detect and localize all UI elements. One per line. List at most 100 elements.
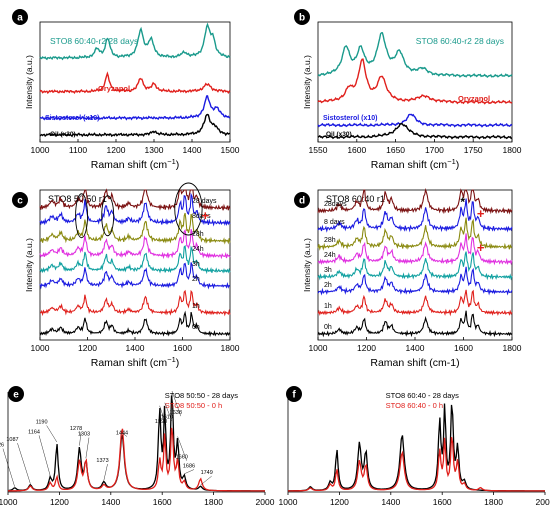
peak-leader bbox=[159, 405, 167, 426]
series-line bbox=[39, 262, 231, 290]
peak-label: 1303 bbox=[78, 432, 90, 438]
x-tick-label: 1600 bbox=[173, 343, 192, 353]
series-line bbox=[39, 244, 231, 275]
peak-leader bbox=[184, 469, 195, 474]
series-label: 1h bbox=[324, 303, 332, 310]
x-tick-label: 1200 bbox=[50, 497, 69, 507]
panel-badge bbox=[8, 386, 24, 402]
panel-badge bbox=[294, 9, 310, 25]
series-label: Oil (x30) bbox=[326, 131, 352, 138]
series-label: 24h bbox=[324, 252, 336, 259]
x-tick-label: 1200 bbox=[78, 343, 97, 353]
x-tick-label: 1400 bbox=[381, 497, 400, 507]
panel-b: 1550 1600 1650 1700 1750 1800 Raman shift (cm−… bbox=[294, 9, 522, 171]
series-label: 28h bbox=[192, 231, 204, 238]
panel-letter: f bbox=[292, 390, 296, 401]
x-tick-label: 1200 bbox=[107, 145, 126, 155]
y-axis-label: Intensity (a.u.) bbox=[302, 238, 312, 292]
series-label: 28h bbox=[324, 237, 336, 244]
series-line bbox=[317, 187, 513, 215]
peak-leader bbox=[200, 475, 212, 486]
series-line bbox=[317, 266, 513, 296]
series-label: STO8 60:40-r2 28 days bbox=[50, 36, 138, 46]
panel-title: STO8 60:40 r1 bbox=[326, 194, 385, 204]
peak-leader bbox=[177, 436, 187, 461]
series-line bbox=[317, 122, 513, 140]
x-tick-label: 1400 bbox=[183, 145, 202, 155]
series-line bbox=[39, 71, 231, 94]
series-label: Oil (x30) bbox=[50, 131, 76, 138]
legend-entry: STO8 50:50 - 0 h bbox=[165, 401, 222, 410]
legend-entry: STO8 60:40 - 0 h bbox=[386, 401, 443, 410]
peak-label: 1026 bbox=[0, 443, 4, 449]
series-label: 28 days bbox=[192, 198, 217, 205]
panel-letter: a bbox=[17, 13, 23, 24]
y-axis-label: Intensity (a.u.) bbox=[24, 55, 34, 109]
x-tick-label: 1650 bbox=[386, 145, 405, 155]
series-line bbox=[317, 198, 513, 233]
peak-label: 1749 bbox=[201, 470, 213, 476]
star-marker: * bbox=[460, 195, 465, 209]
panel-badge bbox=[12, 9, 28, 25]
peak-leader bbox=[79, 432, 82, 446]
x-axis-label: Raman shift (cm−1) bbox=[371, 157, 460, 171]
series-label: Sistosterol (x10) bbox=[45, 115, 99, 122]
series-line bbox=[8, 427, 265, 492]
series-label: 28days bbox=[324, 201, 347, 208]
series-line bbox=[317, 289, 513, 317]
series-line bbox=[317, 233, 513, 266]
peak-label: 1278 bbox=[70, 426, 82, 432]
x-tick-label: 1300 bbox=[145, 145, 164, 155]
panel-c: 1000 1200 1400 1600 1800 Raman shift (cm−1) In… bbox=[12, 182, 240, 369]
x-tick-label: 1800 bbox=[503, 343, 522, 353]
series-line bbox=[317, 32, 513, 78]
x-tick-label: 1750 bbox=[464, 145, 483, 155]
peak-leader bbox=[103, 463, 108, 481]
peak-label: 1373 bbox=[96, 458, 108, 464]
series-line bbox=[7, 395, 265, 492]
panel-badge bbox=[294, 192, 310, 208]
peak-label: 1444 bbox=[116, 431, 128, 437]
x-tick-label: 2000 bbox=[256, 497, 275, 507]
x-tick-label: 1600 bbox=[433, 497, 452, 507]
legend-entry: STO8 60:40 - 28 days bbox=[386, 391, 459, 400]
x-tick-label: 1000 bbox=[31, 145, 50, 155]
series-label: 3h bbox=[192, 261, 200, 268]
x-tick-label: 1200 bbox=[330, 497, 349, 507]
x-axis-label: Raman shift (cm−1) bbox=[91, 157, 180, 171]
x-axis-label: Raman shift (cm−1) bbox=[91, 355, 180, 369]
panel-badge bbox=[12, 192, 28, 208]
panel-letter: e bbox=[13, 390, 19, 401]
peak-label: 1638 bbox=[170, 410, 182, 416]
series-label: 1h bbox=[192, 303, 200, 310]
x-tick-label: 1000 bbox=[0, 497, 18, 507]
peak-label: 1087 bbox=[6, 437, 18, 443]
x-tick-label: 1400 bbox=[126, 343, 145, 353]
panel-d: 1000 1200 1400 1600 1800 Raman shift (cm-1) In… bbox=[294, 187, 522, 369]
x-tick-label: 1600 bbox=[153, 497, 172, 507]
peak-label: 1610 bbox=[161, 415, 173, 421]
x-tick-label: 1550 bbox=[309, 145, 328, 155]
x-tick-label: 1200 bbox=[357, 343, 376, 353]
panel-f: 1000 1200 1400 1600 1800 2000 f STO8 60:40 - 28… bbox=[279, 386, 550, 507]
plus-marker: + bbox=[202, 208, 210, 223]
series-label: 0h bbox=[192, 324, 200, 331]
x-tick-label: 1000 bbox=[309, 343, 328, 353]
plot-frame bbox=[317, 21, 513, 143]
peak-leader bbox=[38, 435, 51, 476]
highlight-ellipse bbox=[75, 193, 88, 239]
peak-leader bbox=[171, 390, 181, 417]
series-line bbox=[39, 228, 231, 260]
series-line bbox=[39, 310, 231, 338]
peak-label: 1164 bbox=[28, 429, 40, 435]
series-label: Sistosterol (x10) bbox=[323, 115, 377, 122]
peak-leader bbox=[164, 402, 172, 421]
panel-letter: b bbox=[299, 13, 305, 24]
x-tick-label: 1800 bbox=[221, 343, 240, 353]
series-line bbox=[317, 310, 513, 338]
series-line bbox=[39, 192, 231, 227]
series-line bbox=[317, 251, 513, 281]
series-label: Oryzanol bbox=[458, 94, 490, 103]
x-tick-label: 1800 bbox=[204, 497, 223, 507]
peak-leader bbox=[46, 425, 58, 443]
